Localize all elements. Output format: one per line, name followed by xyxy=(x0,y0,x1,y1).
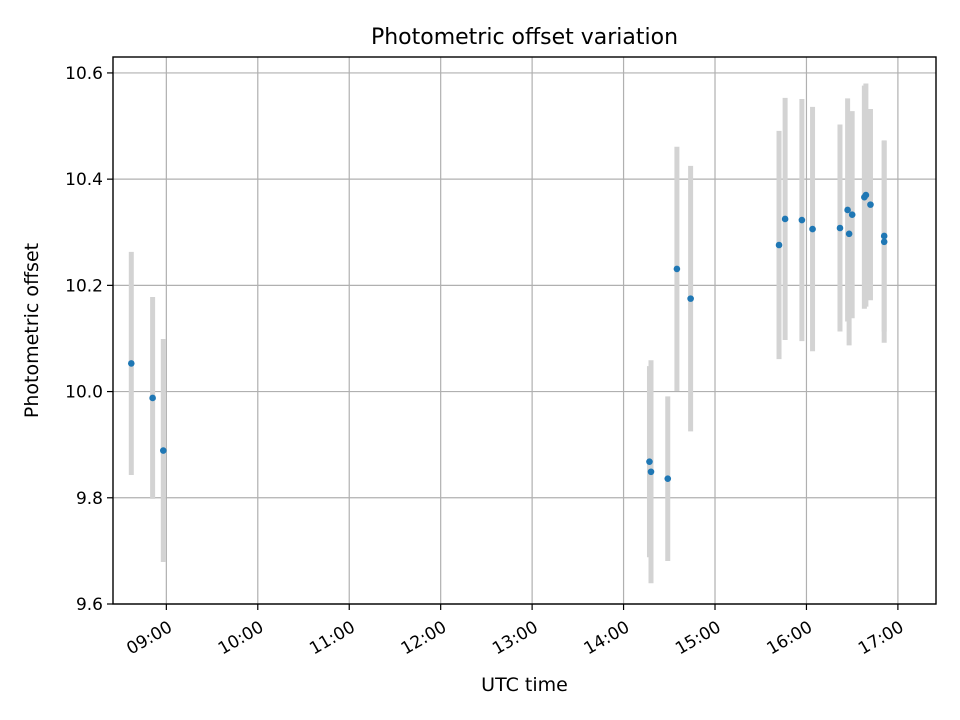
data-point xyxy=(848,211,856,219)
data-point xyxy=(844,206,851,214)
plot-frame xyxy=(112,56,937,605)
data-point xyxy=(836,224,844,232)
y-tick-label: 9.6 xyxy=(76,595,103,615)
y-tick-label: 10.0 xyxy=(65,383,103,403)
data-point xyxy=(664,475,672,482)
data-point xyxy=(775,241,783,249)
data-point xyxy=(646,458,653,465)
data-point xyxy=(867,201,874,208)
data-point xyxy=(798,216,806,224)
data-point xyxy=(862,191,870,199)
y-tick-label: 10.6 xyxy=(65,64,103,84)
data-point xyxy=(880,238,888,246)
data-point xyxy=(687,295,694,302)
data-point xyxy=(149,394,156,402)
data-point xyxy=(880,232,888,240)
grid-layer xyxy=(113,57,936,605)
y-axis-label: Photometric offset xyxy=(21,243,43,418)
data-point xyxy=(845,230,853,238)
data-point xyxy=(127,360,135,367)
y-tick-label: 9.8 xyxy=(76,489,103,509)
data-point xyxy=(159,447,167,454)
data-point xyxy=(781,215,789,223)
x-axis-label: UTC time xyxy=(481,674,568,696)
y-tick-label: 10.2 xyxy=(65,276,103,296)
data-point xyxy=(647,468,655,476)
chart-title: Photometric offset variation xyxy=(371,25,678,50)
point-layer xyxy=(127,191,888,482)
data-point xyxy=(673,265,681,273)
y-tick-label: 10.4 xyxy=(65,170,103,190)
data-point xyxy=(809,225,816,233)
